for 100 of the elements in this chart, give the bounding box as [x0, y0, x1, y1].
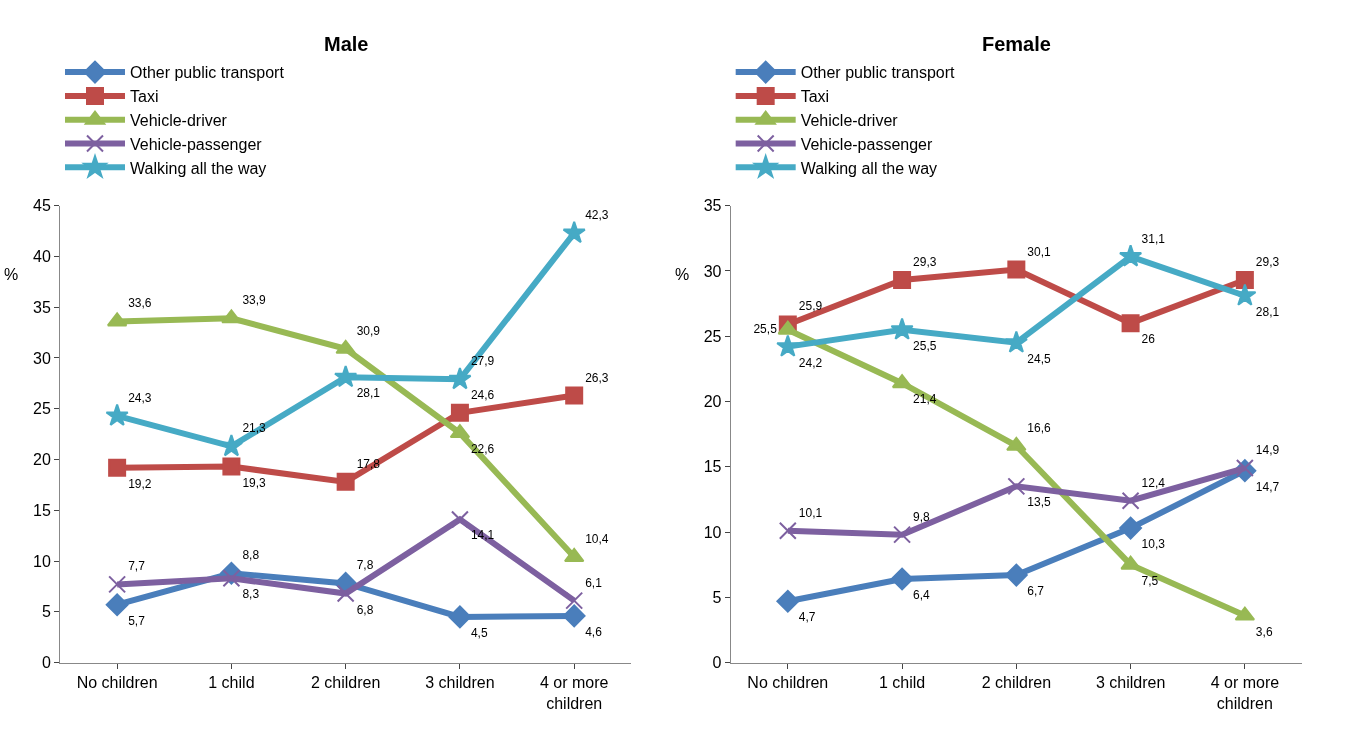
y-tick-label: 25 — [703, 327, 722, 345]
point — [222, 457, 241, 476]
data-label: 29,3 — [1255, 255, 1280, 270]
point — [336, 584, 355, 603]
point — [105, 403, 129, 426]
data-label: 6,1 — [585, 575, 603, 590]
data-label: 7,8 — [356, 558, 374, 573]
x-tick-label: 1 child — [878, 673, 926, 691]
data-label: 10,3 — [1141, 537, 1166, 552]
y-tick-label: 40 — [33, 248, 51, 266]
point — [1007, 260, 1026, 279]
point — [108, 458, 127, 477]
data-label: 28,1 — [1255, 304, 1280, 319]
point — [105, 593, 129, 617]
data-label: 10,1 — [798, 505, 823, 520]
point — [448, 605, 472, 629]
data-label: 24,2 — [798, 355, 823, 370]
x-tick-label: 4 or more children — [1210, 673, 1280, 712]
y-tick-label: 45 — [33, 197, 51, 215]
data-label: 6,4 — [913, 588, 931, 603]
legend-label: Walking all the way — [800, 159, 938, 177]
point — [562, 604, 586, 628]
legend-label: Walking all the way — [130, 159, 267, 177]
point — [565, 386, 584, 405]
legend-label: Vehicle-driver — [130, 111, 228, 129]
point — [334, 365, 358, 388]
x-tick-label: 2 children — [981, 673, 1052, 691]
x-tick-label: No children — [747, 673, 829, 691]
data-label: 25,5 — [753, 321, 778, 336]
data-label: 25,5 — [913, 338, 937, 353]
point — [890, 567, 914, 591]
point — [1120, 555, 1141, 570]
legend-label: Other public transport — [130, 64, 285, 82]
data-label: 7,5 — [1141, 573, 1159, 588]
point — [565, 591, 584, 610]
point — [448, 367, 472, 390]
point — [893, 271, 912, 290]
data-label: 9,8 — [913, 509, 931, 524]
data-label: 33,9 — [242, 293, 267, 308]
chart-title: Female — [982, 33, 1051, 55]
point — [1006, 436, 1027, 451]
data-label: 14,7 — [1255, 479, 1280, 494]
data-label: 31,1 — [1141, 231, 1166, 246]
data-label: 14,1 — [470, 528, 495, 543]
point — [450, 403, 469, 422]
point — [1004, 330, 1028, 353]
data-label: 30,9 — [356, 323, 381, 338]
data-label: 4,5 — [470, 625, 488, 640]
legend-label: Taxi — [800, 88, 830, 106]
data-label: 42,3 — [585, 208, 609, 223]
y-tick-label: 15 — [33, 501, 51, 519]
y-tick-label: 0 — [712, 654, 722, 672]
data-label: 8,8 — [242, 548, 260, 563]
chart-title: Male — [324, 33, 369, 55]
data-label: 5,7 — [128, 613, 146, 628]
point — [1121, 314, 1140, 333]
x-tick-label: 3 children — [1095, 673, 1166, 691]
y-tick-label: 35 — [703, 197, 722, 215]
data-label: 26,3 — [585, 370, 609, 385]
point — [336, 472, 355, 491]
point — [1004, 563, 1028, 587]
y-tick-label: 30 — [703, 262, 722, 280]
x-tick-label: 2 children — [310, 673, 381, 691]
data-label: 16,6 — [1027, 420, 1052, 435]
y-tick-label: 15 — [703, 458, 722, 476]
data-label: 25,9 — [798, 299, 823, 314]
legend-label: Taxi — [130, 88, 159, 106]
point — [778, 521, 797, 540]
y-axis-title: % — [4, 266, 19, 283]
point — [335, 339, 356, 354]
x-tick-label: 4 or more children — [539, 673, 609, 712]
point — [108, 575, 127, 594]
data-label: 6,8 — [356, 602, 374, 617]
data-label: 10,4 — [585, 531, 609, 546]
data-label: 4,7 — [798, 610, 816, 625]
y-tick-label: 30 — [33, 349, 51, 367]
point — [221, 309, 242, 324]
x-tick-label: 1 child — [208, 673, 255, 691]
legend-label: Vehicle-passenger — [130, 135, 263, 153]
y-tick-label: 5 — [41, 603, 51, 621]
y-tick-label: 35 — [33, 298, 51, 316]
point — [1007, 477, 1026, 496]
point — [562, 220, 586, 244]
legend-label: Vehicle-driver — [800, 111, 899, 129]
y-tick-label: 20 — [703, 393, 722, 411]
y-axis-title: % — [675, 266, 690, 283]
y-tick-label: 20 — [33, 451, 51, 469]
point — [890, 317, 914, 340]
point — [1121, 491, 1140, 510]
point — [893, 525, 912, 544]
point — [1235, 271, 1254, 290]
data-label: 8,3 — [242, 587, 260, 602]
data-label: 29,3 — [913, 255, 937, 270]
data-label: 24,3 — [128, 390, 152, 405]
data-label: 13,5 — [1027, 495, 1052, 510]
legend-label: Vehicle-passenger — [800, 135, 933, 153]
data-label: 24,5 — [1027, 351, 1052, 366]
x-tick-label: No children — [76, 673, 158, 691]
point — [776, 589, 800, 613]
y-tick-label: 0 — [41, 654, 51, 672]
